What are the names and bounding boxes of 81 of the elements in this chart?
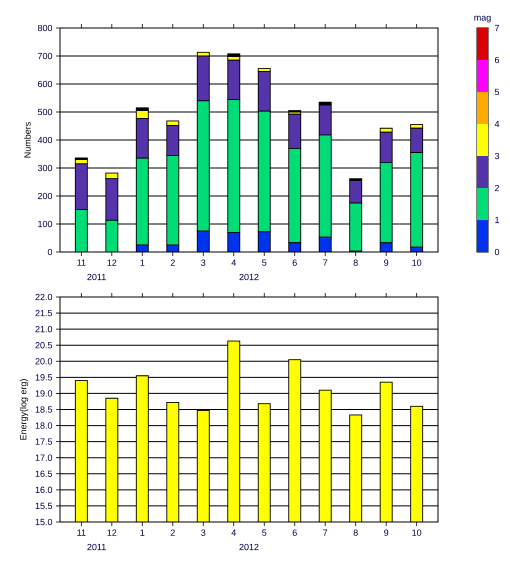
y-tick-label: 700 xyxy=(38,52,52,60)
x-tick-label: 7 xyxy=(323,530,328,536)
bar xyxy=(380,132,393,163)
x-tick-label: 10 xyxy=(412,260,422,266)
bar xyxy=(196,100,210,232)
bar xyxy=(349,180,362,204)
y-tick-label: 200 xyxy=(38,192,52,200)
y-tick-label: 22.0 xyxy=(35,294,52,300)
y-tick-label: 16.5 xyxy=(36,470,52,477)
color-bar-label: 0 xyxy=(494,248,500,256)
x-tick-label: 2 xyxy=(170,530,175,536)
x-tick-label: 12 xyxy=(108,260,116,266)
bar xyxy=(258,231,271,252)
bar xyxy=(318,134,332,238)
x-tick-label: 5 xyxy=(262,530,266,536)
bar xyxy=(196,230,210,252)
y-tick-label: 800 xyxy=(38,24,52,32)
y-tick-label: 21.0 xyxy=(35,326,52,332)
bar xyxy=(258,110,271,232)
y-axis-title: Energy(log erg) xyxy=(20,379,28,440)
color-bar-label: 1 xyxy=(495,216,500,224)
y-tick-label: 16.0 xyxy=(36,486,52,494)
y-tick-label: 100 xyxy=(38,220,52,228)
x-tick-label: 9 xyxy=(384,530,388,536)
color-bar-label: 3 xyxy=(494,152,500,160)
y-axis-title: Numbers xyxy=(24,122,31,158)
x-tick-label: 1 xyxy=(140,530,144,536)
x-tick-label: 11 xyxy=(77,260,86,266)
bar xyxy=(136,158,149,246)
color-bar-label: 6 xyxy=(494,56,500,64)
bar xyxy=(288,114,302,149)
color-bar-title: mag xyxy=(474,16,491,22)
y-tick-label: 20.5 xyxy=(35,342,52,348)
y-tick-label: 15.5 xyxy=(36,502,52,510)
x-tick-label: 6 xyxy=(292,260,297,266)
text: 2011 xyxy=(87,544,106,550)
y-tick-label: 19.5 xyxy=(36,374,52,381)
text: 2012 xyxy=(239,544,259,550)
y-tick-label: 19.0 xyxy=(36,390,52,397)
color-bar-label: 7 xyxy=(494,24,500,32)
y-tick-label: 17.5 xyxy=(36,438,52,445)
bar xyxy=(318,236,332,252)
x-tick-label: 8 xyxy=(354,260,358,266)
y-tick-label: 20.0 xyxy=(35,358,52,364)
y-tick-label: 17.0 xyxy=(36,454,52,461)
x-tick-label: 1 xyxy=(140,260,144,266)
x-tick-label: 12 xyxy=(108,530,116,536)
color-bar-label: 5 xyxy=(494,88,500,96)
x-tick-label: 10 xyxy=(412,530,422,536)
bar xyxy=(166,154,180,246)
color-bar-label: 2 xyxy=(494,184,500,192)
y-tick-label: 15.0 xyxy=(36,518,52,526)
x-tick-label: 5 xyxy=(262,260,266,266)
y-tick-label: 18.0 xyxy=(36,422,52,429)
bar xyxy=(166,124,180,156)
y-tick-label: 0 xyxy=(48,248,52,256)
bar xyxy=(227,232,240,252)
x-tick-label: 3 xyxy=(201,530,206,536)
x-tick-label: 6 xyxy=(292,530,297,536)
x-tick-label: 8 xyxy=(354,530,358,536)
y-tick-label: 400 xyxy=(38,136,52,144)
y-tick-label: 300 xyxy=(38,164,52,172)
bar xyxy=(318,104,332,136)
x-tick-label: 2 xyxy=(170,260,175,266)
color-bar-label: 4 xyxy=(494,120,500,128)
y-tick-label: 18.5 xyxy=(36,406,52,413)
text: 2011 xyxy=(87,274,106,280)
y-tick-label: 500 xyxy=(38,108,52,116)
bar xyxy=(288,148,302,244)
x-tick-label: 11 xyxy=(77,530,86,536)
y-tick-label: 600 xyxy=(38,80,52,88)
x-tick-label: 9 xyxy=(384,260,388,266)
x-tick-label: 4 xyxy=(231,260,236,266)
x-tick-label: 3 xyxy=(201,260,206,266)
bar xyxy=(410,152,424,248)
bar xyxy=(227,98,240,233)
x-tick-label: 7 xyxy=(323,260,328,266)
x-tick-label: 4 xyxy=(231,530,236,536)
bar xyxy=(380,162,393,244)
y-tick-label: 21.5 xyxy=(35,310,52,316)
text: 2012 xyxy=(239,274,259,280)
